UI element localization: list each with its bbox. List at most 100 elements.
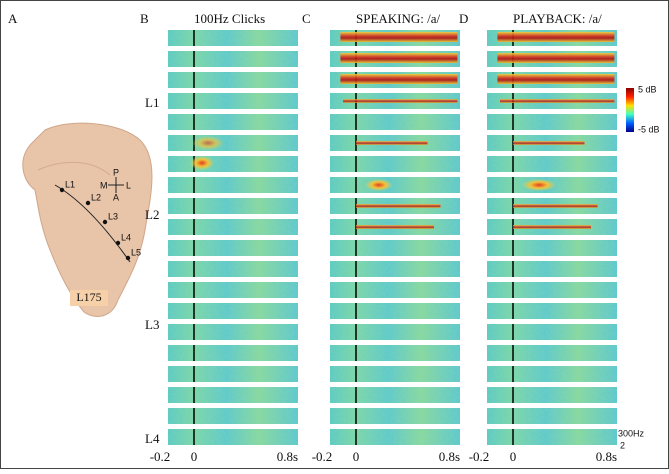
spectrogram-noise [330,366,460,382]
spectrogram-noise [168,303,298,319]
response [500,99,614,103]
spectrogram-noise [487,282,617,298]
response [340,32,457,42]
panel-label: B [140,11,149,26]
response [356,225,434,229]
compass-label: M [100,180,108,190]
spectrogram-noise [168,72,298,88]
x-tick-label: 0.8s [439,449,460,464]
response [356,204,441,208]
spectrogram-noise [168,114,298,130]
compass-label: L [126,180,131,190]
response [343,99,457,103]
spectrogram-noise [487,408,617,424]
x-tick-label: 0 [510,449,517,464]
colorbar [626,88,634,132]
spectrogram-noise [168,261,298,277]
spectrogram-noise [168,135,298,151]
spectrogram-noise [330,114,460,130]
spectrogram-noise [487,429,617,445]
electrode [103,220,107,224]
compass-label: A [113,192,119,202]
spectrogram-noise [168,156,298,172]
panel-label: A [8,11,18,26]
electrode-label: L2 [91,192,101,202]
spectrogram-noise [168,30,298,46]
spectrogram-noise [487,261,617,277]
response [497,74,614,84]
spectrogram-noise [168,240,298,256]
figure: A P M L A L175 5 dB -5 dB 300Hz 2 L1L2L3… [0,0,669,469]
spectrogram-noise [330,429,460,445]
response [192,136,224,150]
spectrogram-noise [168,387,298,403]
electrode-label: L3 [108,211,118,221]
row-label: L4 [145,431,160,446]
spectrogram-noise [168,51,298,67]
panel-title: PLAYBACK: /a/ [513,11,602,26]
response [497,32,614,42]
electrode [116,241,120,245]
spectrogram-noise [487,156,617,172]
row-label: L2 [145,207,159,222]
spectrogram-noise [487,345,617,361]
panel-label: C [302,11,311,26]
spectrogram-noise [487,366,617,382]
spectrogram-noise [168,429,298,445]
spectrogram-noise [487,387,617,403]
response [522,179,556,191]
x-tick-label: 0 [191,449,198,464]
brain [23,123,152,316]
response [340,53,457,63]
spectrogram-noise [168,198,298,214]
spectrogram-noise [330,324,460,340]
electrode-label: L1 [65,179,75,189]
x-tick-label: 0.8s [277,449,298,464]
response [497,53,614,63]
electrode [86,201,90,205]
response [513,225,591,229]
electrode [126,256,130,260]
row-label: L3 [145,317,159,332]
colorbar-max: 5 dB [638,84,657,94]
panel-label: D [459,11,468,26]
spectrogram-noise [168,93,298,109]
spectrogram-noise [168,324,298,340]
spectrogram-noise [487,114,617,130]
x-tick-label: -0.2 [312,449,333,464]
spectrogram-noise [168,345,298,361]
subject-label: L175 [76,290,101,304]
electrode [60,188,64,192]
spectrogram-noise [168,177,298,193]
spectrogram-noise [330,345,460,361]
response [365,179,393,191]
spectrogram-noise [330,261,460,277]
spectrogram-noise [330,177,460,193]
x-tick-label: 0 [353,449,360,464]
panel-title: 100Hz Clicks [194,11,265,26]
spectrogram-noise [330,303,460,319]
spectrogram-noise [487,240,617,256]
spectrogram-noise [487,303,617,319]
response [513,141,585,145]
freq-label: 2 [620,440,625,450]
x-tick-label: 0.8s [596,449,617,464]
panel-title: SPEAKING: /a/ [356,11,441,26]
colorbar-min: -5 dB [638,124,660,134]
electrode-label: L5 [131,247,141,257]
freq-label: 300Hz [618,428,645,438]
spectrogram-noise [487,324,617,340]
response [340,74,457,84]
spectrogram-noise [330,387,460,403]
electrode-label: L4 [121,232,131,242]
row-label: L1 [145,95,159,110]
response [190,156,214,170]
spectrogram-noise [330,156,460,172]
spectrogram-noise [168,219,298,235]
response [356,141,428,145]
response [513,204,598,208]
spectrogram-noise [168,366,298,382]
spectrogram-noise [330,408,460,424]
spectrogram-noise [168,408,298,424]
x-tick-label: -0.2 [150,449,171,464]
